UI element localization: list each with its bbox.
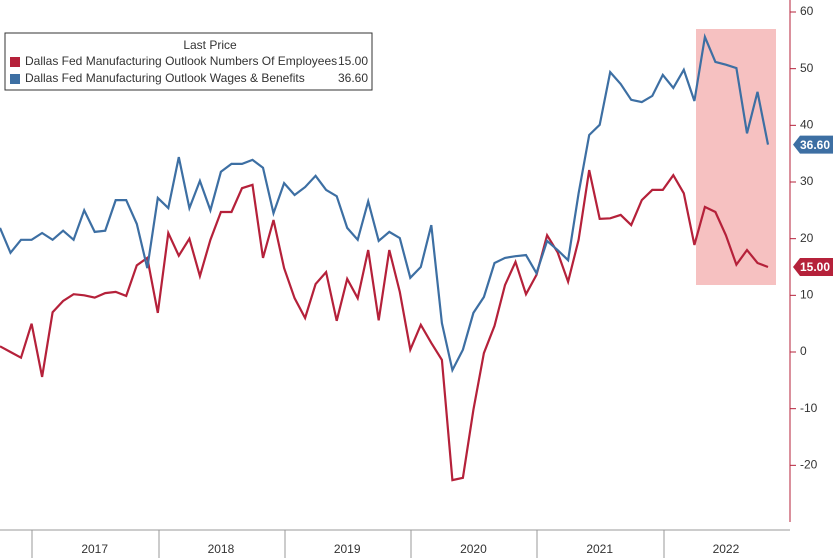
y-tick-label: 30 xyxy=(800,174,814,188)
y-tick-label: 0 xyxy=(800,344,807,358)
legend-label: Dallas Fed Manufacturing Outlook Wages &… xyxy=(25,71,305,85)
last-value-label: 36.60 xyxy=(800,138,830,152)
x-tick-label: 2019 xyxy=(334,542,361,556)
legend-label: Dallas Fed Manufacturing Outlook Numbers… xyxy=(25,54,337,68)
legend-title: Last Price xyxy=(183,38,237,52)
x-tick-label: 2020 xyxy=(460,542,487,556)
y-tick-label: 10 xyxy=(800,288,814,302)
last-value-box xyxy=(793,135,833,154)
series-line xyxy=(0,169,769,482)
last-value-box xyxy=(793,258,833,276)
legend-swatch xyxy=(10,57,20,67)
y-tick-label: 60 xyxy=(800,4,814,18)
x-tick-label: 2021 xyxy=(586,542,613,556)
year-separators xyxy=(31,530,665,558)
legend-value: 15.00 xyxy=(338,54,368,68)
x-tick-label: 2017 xyxy=(81,542,108,556)
series-line xyxy=(0,32,770,374)
y-tick-label: 20 xyxy=(800,231,814,245)
x-tick-label: 2018 xyxy=(208,542,235,556)
y-tick-label: 40 xyxy=(800,118,814,132)
legend-swatch xyxy=(10,74,20,84)
last-value-label: 15.00 xyxy=(800,260,830,274)
x-tick-label: 2022 xyxy=(713,542,740,556)
legend-value: 36.60 xyxy=(338,71,368,85)
legend xyxy=(4,32,373,91)
y-tick-label: -10 xyxy=(800,401,818,415)
y-tick-label: 50 xyxy=(800,61,814,75)
y-tick-label: -20 xyxy=(800,458,818,472)
